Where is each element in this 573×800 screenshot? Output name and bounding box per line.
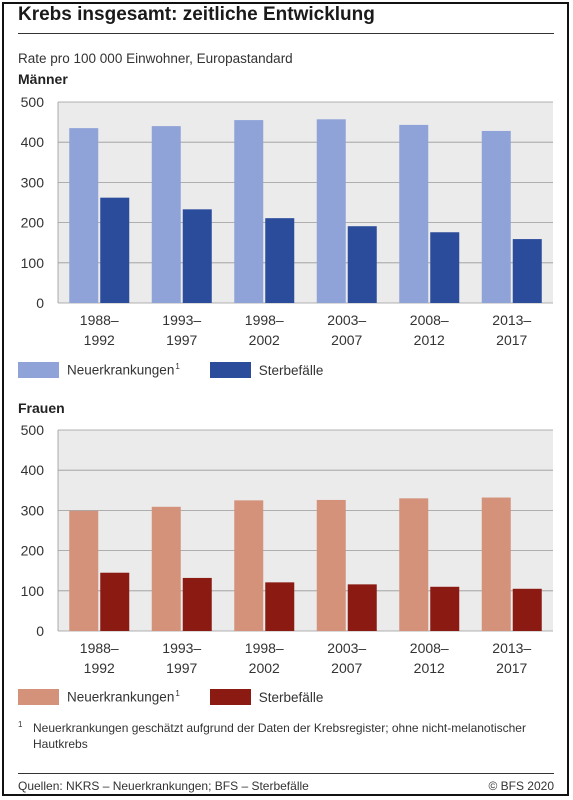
footnote: 1 Neuerkrankungen geschätzt aufgrund der… xyxy=(18,720,558,752)
bar-incidence xyxy=(151,126,181,303)
x-tick-label: 2017 xyxy=(496,332,527,348)
title-divider xyxy=(18,33,554,34)
x-tick-label: 1993– xyxy=(162,312,201,328)
x-tick-label: 1988– xyxy=(80,640,119,656)
bar-incidence xyxy=(399,498,429,631)
x-tick-label: 2003– xyxy=(327,640,366,656)
y-tick-label: 400 xyxy=(21,462,45,478)
y-tick-label: 200 xyxy=(21,215,45,231)
x-tick-label: 2002 xyxy=(249,660,280,676)
figure-title: Krebs insgesamt: zeitliche Entwicklung xyxy=(18,4,375,25)
y-tick-label: 200 xyxy=(21,543,45,559)
bar-incidence xyxy=(234,500,264,631)
bar-incidence xyxy=(316,499,346,631)
legend-swatch-deaths xyxy=(209,362,251,378)
bar-incidence xyxy=(399,124,429,303)
bar-incidence xyxy=(316,119,346,303)
panel-title-men: Männer xyxy=(18,71,68,87)
x-tick-label: 2007 xyxy=(331,332,362,348)
bar-deaths xyxy=(100,197,130,303)
legend-item-incidence: Neuerkrankungen1 xyxy=(18,362,180,378)
bar-incidence xyxy=(481,497,511,631)
legend-men: Neuerkrankungen1 Sterbefälle xyxy=(18,361,323,379)
bar-incidence xyxy=(234,120,264,303)
legend-label-deaths: Sterbefälle xyxy=(258,362,324,378)
x-tick-label: 1998– xyxy=(245,640,284,656)
bar-deaths xyxy=(182,577,212,631)
bar-deaths xyxy=(182,209,212,303)
y-tick-label: 0 xyxy=(36,295,44,311)
x-tick-label: 2007 xyxy=(331,660,362,676)
bar-deaths xyxy=(347,226,377,303)
bar-deaths xyxy=(265,218,295,303)
x-tick-label: 2012 xyxy=(414,332,445,348)
legend-swatch-incidence xyxy=(18,362,59,378)
x-tick-label: 1993– xyxy=(162,640,201,656)
bar-deaths xyxy=(265,582,295,631)
footnote-marker: 1 xyxy=(18,720,23,729)
legend-item-deaths: Sterbefälle xyxy=(209,362,324,378)
x-tick-label: 1992 xyxy=(84,332,115,348)
y-tick-label: 500 xyxy=(21,422,45,438)
plot-background xyxy=(58,102,553,303)
bar-deaths xyxy=(512,239,542,303)
x-tick-label: 2013– xyxy=(492,640,531,656)
x-tick-label: 2008– xyxy=(410,640,449,656)
copyright-note: © BFS 2020 xyxy=(488,779,554,793)
x-tick-label: 2003– xyxy=(327,312,366,328)
footer-divider xyxy=(18,773,554,774)
x-tick-label: 2008– xyxy=(410,312,449,328)
x-tick-label: 1992 xyxy=(84,660,115,676)
source-note: Quellen: NKRS – Neuerkrankungen; BFS – S… xyxy=(18,779,309,793)
plot-background xyxy=(58,430,553,631)
bar-deaths xyxy=(347,584,377,631)
figure-subtitle: Rate pro 100 000 Einwohner, Europastanda… xyxy=(18,51,293,66)
legend-item-incidence: Neuerkrankungen1 xyxy=(18,689,180,705)
legend-item-deaths: Sterbefälle xyxy=(209,689,324,705)
legend-women: Neuerkrankungen1 Sterbefälle xyxy=(18,688,323,706)
chart-men: 0 100 200 300 400 500 1988– 1992 1993– 1997 1998– 2… xyxy=(21,94,553,348)
bar-incidence xyxy=(69,510,99,631)
x-tick-label: 2012 xyxy=(414,660,445,676)
legend-label-incidence: Neuerkrankungen1 xyxy=(67,689,180,705)
legend-label-deaths: Sterbefälle xyxy=(258,689,324,705)
bar-incidence xyxy=(151,506,181,631)
legend-swatch-incidence xyxy=(18,689,59,705)
x-tick-label: 2017 xyxy=(496,660,527,676)
chart-women: 0 100 200 300 400 500 1988– 1992 1993– 1997 1998– 2… xyxy=(21,422,553,676)
y-tick-label: 500 xyxy=(21,94,45,110)
bar-deaths xyxy=(430,586,460,631)
y-tick-label: 300 xyxy=(21,174,45,190)
y-tick-label: 100 xyxy=(21,255,45,271)
bar-deaths xyxy=(100,572,130,631)
y-tick-label: 0 xyxy=(36,623,44,639)
y-tick-label: 400 xyxy=(21,134,45,150)
bar-incidence xyxy=(481,130,511,303)
x-tick-label: 2013– xyxy=(492,312,531,328)
bar-incidence xyxy=(69,128,99,303)
legend-swatch-deaths xyxy=(209,689,251,705)
legend-label-incidence: Neuerkrankungen1 xyxy=(67,362,180,378)
x-tick-label: 1997 xyxy=(166,332,197,348)
x-tick-label: 2002 xyxy=(249,332,280,348)
x-tick-label: 1997 xyxy=(166,660,197,676)
x-tick-label: 1988– xyxy=(80,312,119,328)
bar-deaths xyxy=(430,232,460,303)
panel-title-women: Frauen xyxy=(18,400,65,416)
footnote-text: Neuerkrankungen geschätzt aufgrund der D… xyxy=(33,721,526,751)
y-tick-label: 100 xyxy=(21,583,45,599)
bar-deaths xyxy=(512,588,542,631)
x-tick-label: 1998– xyxy=(245,312,284,328)
y-tick-label: 300 xyxy=(21,502,45,518)
